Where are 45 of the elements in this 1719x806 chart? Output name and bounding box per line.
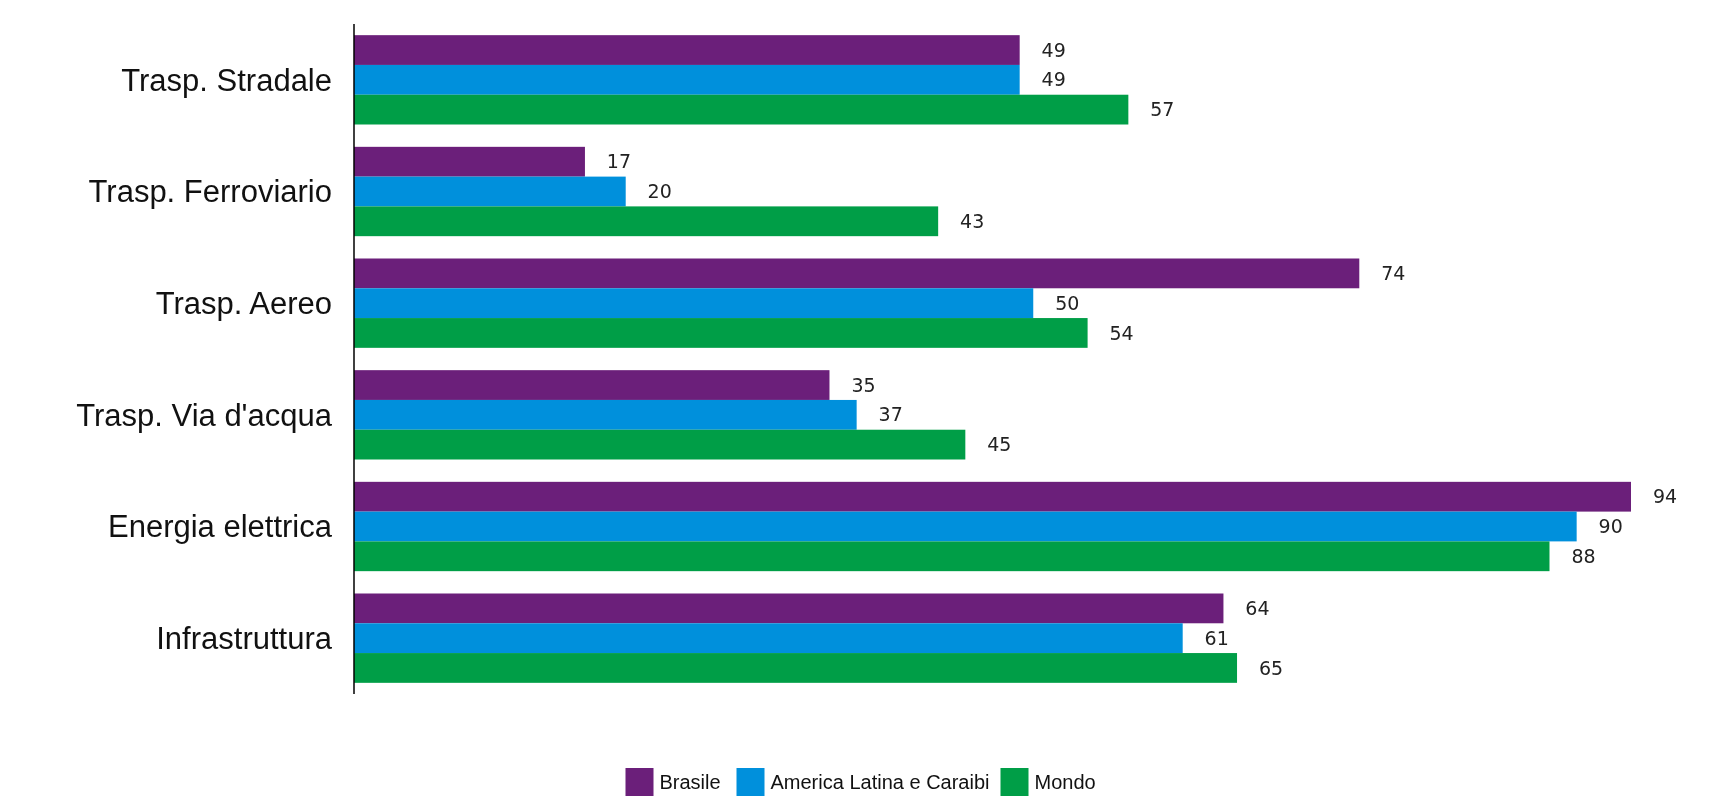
data-label: 64 (1245, 597, 1270, 620)
data-label: 74 (1381, 262, 1406, 285)
legend-label: America Latina e Caraibi (770, 771, 990, 793)
data-label: 50 (1055, 291, 1080, 314)
bar (354, 653, 1238, 683)
data-label: 94 (1652, 485, 1678, 508)
data-label: 35 (851, 373, 876, 396)
bar (354, 318, 1088, 348)
bar (354, 481, 1631, 512)
bar (354, 288, 1034, 319)
bar (354, 206, 939, 237)
data-label: 17 (606, 150, 632, 173)
legend-label: Brasile (659, 771, 721, 793)
bar (354, 541, 1550, 572)
y-tick-label: Trasp. Ferroviario (88, 174, 332, 210)
data-label: 88 (1571, 544, 1596, 567)
data-label: 61 (1204, 626, 1229, 649)
y-tick-label: Infrastruttura (156, 621, 333, 657)
y-tick-label: Trasp. Via d'acqua (76, 397, 333, 433)
data-label: 20 (647, 180, 672, 203)
bar (354, 35, 1020, 65)
bar (354, 399, 857, 430)
bar (354, 370, 830, 400)
bar (354, 258, 1360, 289)
bar (354, 94, 1129, 125)
data-label: 54 (1109, 321, 1134, 344)
data-label: 43 (960, 209, 985, 232)
data-label: 57 (1150, 98, 1175, 121)
bar (354, 64, 1020, 95)
data-label: 90 (1598, 515, 1623, 538)
data-label: 65 (1258, 656, 1284, 679)
bar (354, 429, 966, 460)
bar (354, 623, 1183, 654)
data-label: 49 (1041, 68, 1066, 91)
data-label: 45 (987, 433, 1012, 456)
y-tick-label: Energia elettrica (107, 509, 333, 545)
data-label: 49 (1041, 38, 1066, 61)
bar (354, 176, 626, 207)
legend-label: Mondo (1034, 771, 1096, 793)
y-tick-label: Trasp. Aereo (155, 286, 332, 322)
y-tick-label: Trasp. Stradale (121, 62, 332, 98)
bar (354, 511, 1577, 542)
bar (354, 593, 1224, 624)
bar (354, 146, 585, 177)
data-label: 37 (878, 403, 903, 426)
